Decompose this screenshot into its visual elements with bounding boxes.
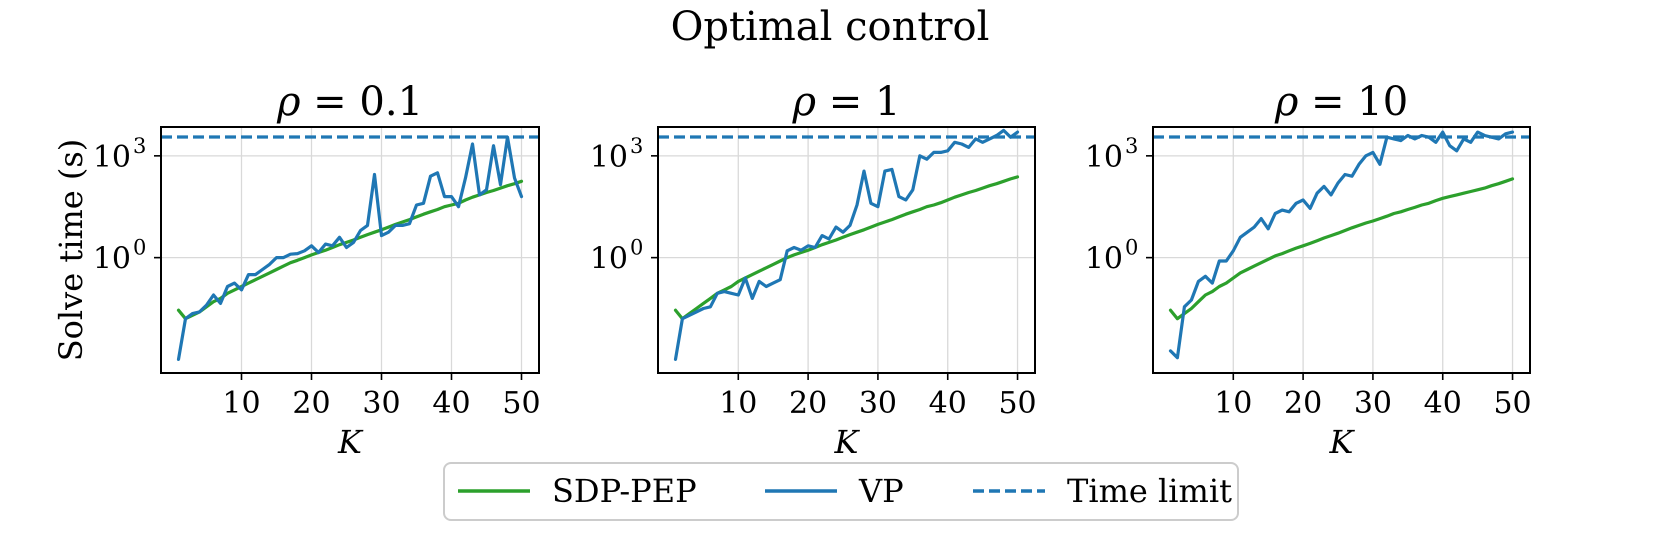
subplot-title: ρ = 10 [1274, 79, 1408, 125]
legend-box [443, 462, 1239, 521]
subplot-title-variable: ρ [276, 79, 301, 125]
x-tick-label: 30 [859, 386, 897, 421]
x-tick-label: 10 [1214, 386, 1252, 421]
subplot-title-value: = 1 [816, 79, 900, 125]
y-tick-exponent: 0 [133, 236, 146, 260]
series-vp-line [176, 135, 524, 361]
x-axis-label: K [1329, 423, 1356, 461]
subplot-title: ρ = 1 [792, 79, 901, 125]
legend-entry-3: Time limit [973, 472, 1232, 510]
axes-frame [160, 126, 540, 374]
series-vp-line [1168, 130, 1515, 360]
y-tick-label: 10 [590, 140, 628, 175]
y-tick-exponent: 3 [1125, 134, 1138, 158]
legend-label: Time limit [1067, 472, 1232, 510]
y-tick-label: 10 [1085, 140, 1123, 175]
subplot-title-value: = 10 [1298, 79, 1408, 125]
x-tick-label: 40 [432, 386, 470, 421]
y-tick-exponent: 0 [630, 236, 643, 260]
legend-entry-1: SDP-PEP [458, 472, 697, 510]
legend-label: SDP-PEP [552, 472, 697, 510]
subplot-title-variable: ρ [792, 79, 817, 125]
x-tick-label: 20 [789, 386, 827, 421]
subplot-title: ρ = 0.1 [276, 79, 423, 125]
x-tick-label: 10 [719, 386, 757, 421]
x-tick-label: 50 [502, 386, 540, 421]
x-tick-label: 30 [1354, 386, 1392, 421]
subplot-title-value: = 0.1 [300, 79, 423, 125]
axes-frame [1152, 126, 1531, 374]
legend-label: VP [858, 472, 904, 510]
legend: SDP-PEP VP Time limit [443, 462, 1239, 521]
legend-entry-2: VP [765, 472, 904, 510]
y-tick-exponent: 3 [630, 134, 643, 158]
x-tick-label: 20 [292, 386, 330, 421]
x-tick-label: 30 [362, 386, 400, 421]
series-sdp-pep-line [176, 179, 524, 321]
y-tick-label: 10 [93, 140, 131, 175]
series-sdp-pep-line [1168, 177, 1515, 321]
x-tick-label: 50 [1493, 386, 1531, 421]
x-tick-label: 20 [1284, 386, 1322, 421]
y-tick-label: 10 [93, 242, 131, 277]
y-axis-label: Solve time (s) [52, 139, 90, 362]
x-tick-label: 50 [998, 386, 1036, 421]
subplot-title-variable: ρ [1274, 79, 1299, 125]
axes-frame [657, 126, 1036, 374]
series-sdp-pep-line [673, 175, 1020, 321]
x-axis-label: K [834, 423, 861, 461]
y-tick-exponent: 3 [133, 134, 146, 158]
y-tick-label: 10 [590, 242, 628, 277]
x-tick-label: 40 [1424, 386, 1462, 421]
y-tick-label: 10 [1085, 242, 1123, 277]
x-tick-label: 10 [222, 386, 260, 421]
series-vp-line [673, 128, 1020, 361]
x-axis-label: K [337, 423, 364, 461]
y-tick-exponent: 0 [1125, 236, 1138, 260]
figure-title: Optimal control [671, 4, 990, 50]
x-tick-label: 40 [929, 386, 967, 421]
